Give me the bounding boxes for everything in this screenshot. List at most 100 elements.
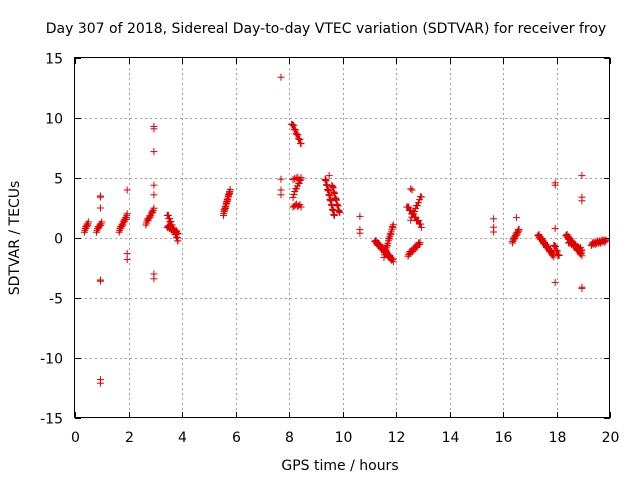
data-point-plus [330, 211, 338, 219]
data-point-plus [415, 240, 423, 248]
data-point-plus [173, 230, 181, 238]
y-tick-label: -15 [40, 412, 63, 428]
data-point-plus [297, 203, 305, 211]
y-tick-labels: 15 10 5 0 -5 -10 -15 [40, 52, 63, 428]
y-tick-label: -10 [40, 352, 63, 368]
grid-lines [75, 58, 610, 418]
data-point-plus [150, 181, 158, 189]
x-tick-label: 4 [178, 430, 187, 446]
data-point-plus [577, 247, 585, 255]
data-point-plus [389, 221, 397, 229]
data-point-plus [408, 213, 416, 221]
data-point-plus [150, 148, 158, 156]
data-point-plus [601, 237, 609, 245]
y-tick-label: 5 [54, 172, 63, 188]
x-tick-label: 2 [125, 430, 134, 446]
data-point-plus [297, 175, 305, 183]
data-point-plus [98, 218, 106, 226]
data-point-plus [293, 185, 301, 193]
data-point-plus [336, 209, 344, 217]
data-point-plus [553, 247, 561, 255]
data-point-plus [417, 220, 425, 228]
data-point-plus [416, 239, 424, 247]
data-point-plus [578, 246, 586, 254]
data-point-plus [290, 190, 298, 198]
x-tick-labels: 0 2 4 6 8 10 12 14 16 18 20 [71, 430, 619, 446]
y-tick-label: 15 [45, 52, 63, 68]
x-tick-label: 14 [442, 430, 460, 446]
data-point-plus [294, 131, 302, 139]
data-point-plus [297, 140, 305, 148]
data-point-plus [551, 278, 559, 286]
data-point-plus [490, 228, 498, 236]
data-point-plus [578, 284, 586, 292]
data-point-plus [296, 136, 304, 144]
data-point-plus [414, 199, 422, 207]
data-point-plus [150, 191, 158, 199]
data-point-plus [407, 216, 415, 224]
data-point-plus [408, 186, 416, 194]
data-point-plus [289, 175, 297, 183]
x-tick-label: 16 [495, 430, 513, 446]
data-point-plus [123, 250, 131, 258]
data-point-plus [96, 204, 104, 212]
data-point-plus [123, 186, 131, 194]
data-point-plus [578, 197, 586, 205]
data-point-plus [277, 73, 285, 81]
x-tick-label: 18 [549, 430, 567, 446]
data-point-plus [414, 202, 422, 210]
y-tick-label: 10 [45, 112, 63, 128]
data-point-plus [123, 256, 131, 264]
data-point-plus [356, 212, 364, 220]
data-point-plus [550, 253, 558, 261]
data-point-plus [407, 185, 415, 193]
data-point-plus [174, 237, 182, 245]
data-points [80, 73, 610, 387]
data-point-plus [411, 207, 419, 215]
data-point-plus [555, 252, 563, 260]
data-point-plus [551, 224, 559, 232]
data-point-plus [552, 243, 560, 251]
data-point-plus [96, 379, 104, 387]
data-point-plus [325, 172, 333, 180]
plot-frame [74, 57, 610, 418]
x-tick-label: 12 [388, 430, 406, 446]
data-point-plus [602, 236, 610, 244]
data-point-plus [96, 193, 104, 201]
x-tick-label: 6 [232, 430, 241, 446]
data-point-plus [515, 226, 523, 234]
data-point-plus [490, 215, 498, 223]
x-tick-label: 10 [335, 430, 353, 446]
data-point-plus [356, 229, 364, 237]
data-point-plus [291, 126, 299, 134]
data-point-plus [123, 210, 131, 218]
data-point-plus [277, 175, 285, 183]
data-point-plus [150, 275, 158, 283]
x-tick-label: 20 [602, 430, 620, 446]
data-point-plus [290, 121, 298, 129]
data-point-plus [226, 186, 234, 194]
chart-title: Day 307 of 2018, Sidereal Day-to-day VTE… [46, 21, 606, 37]
data-point-plus [512, 214, 520, 222]
data-point-plus [289, 193, 297, 201]
y-axis-label: SDTVAR / TECUs [7, 181, 23, 296]
data-point-plus [389, 258, 397, 266]
data-point-plus [291, 175, 299, 183]
data-point-plus [150, 125, 158, 133]
data-point-plus [174, 229, 182, 237]
data-point-plus [84, 218, 92, 226]
data-point-plus [277, 191, 285, 199]
data-point-plus [295, 176, 303, 184]
data-point-plus [578, 172, 586, 180]
y-tick-label: 0 [54, 232, 63, 248]
y-tick-label: -5 [49, 292, 63, 308]
data-point-plus [551, 181, 559, 189]
data-point-plus [150, 204, 158, 212]
x-tick-label: 8 [285, 430, 294, 446]
x-axis-label: GPS time / hours [281, 458, 398, 474]
data-point-plus [96, 277, 104, 285]
data-point-plus [417, 223, 425, 231]
data-point-plus [417, 193, 425, 201]
x-tick-label: 0 [71, 430, 80, 446]
